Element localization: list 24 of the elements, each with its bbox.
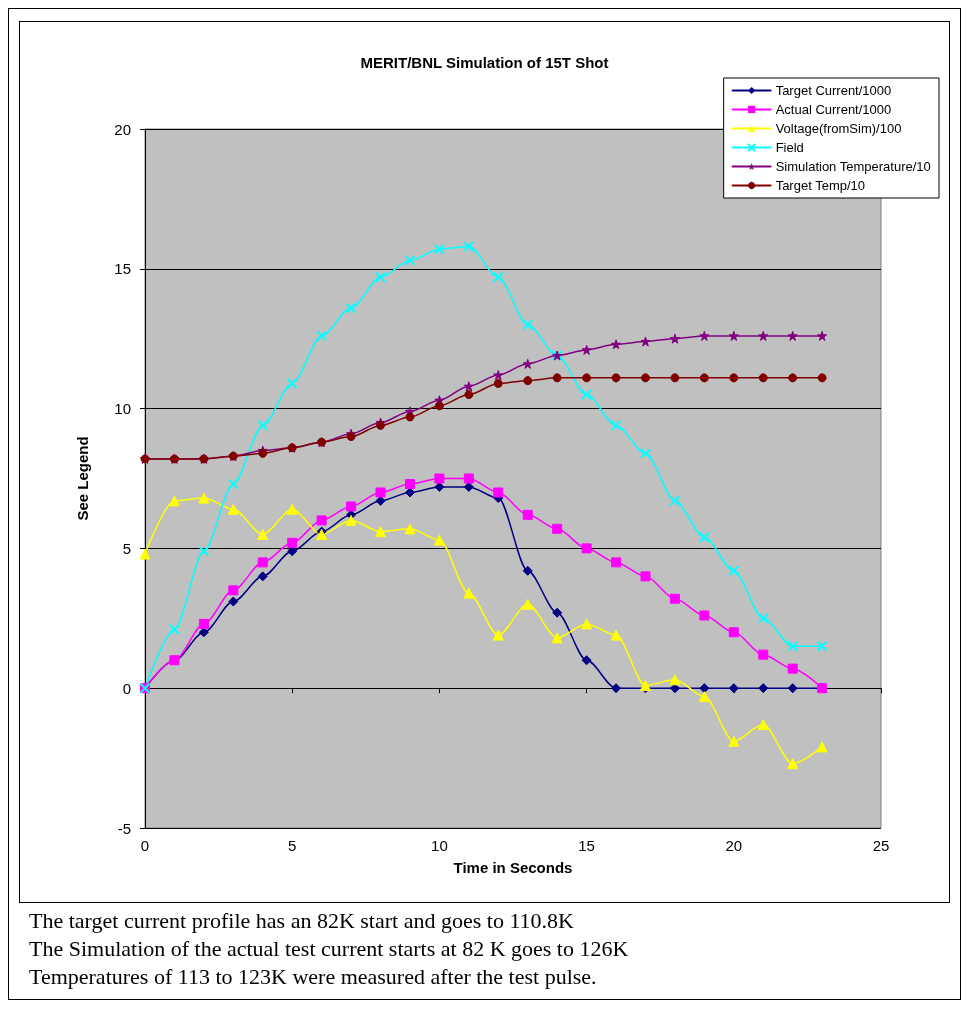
text: The Simulation of the actual test current starts at 82 K goes to 126K: [29, 935, 630, 963]
legend-label: Target Temp/10: [775, 178, 866, 193]
y-tick-label: -5: [117, 819, 131, 837]
y-tick-label: 20: [114, 120, 131, 138]
x-axis-title: Time in Seconds: [453, 859, 573, 876]
x-tick-label: 10: [431, 837, 448, 854]
x-tick-label: 15: [578, 837, 595, 854]
text: Temperatures of 113 to 123K were measured after the test pulse.: [29, 963, 598, 991]
chart-title: MERIT/BNL Simulation of 15T Shot: [360, 54, 609, 71]
x-tick-label: 0: [140, 837, 150, 854]
legend-label: Field: [775, 140, 804, 155]
legend-label: Simulation Temperature/10: [775, 159, 931, 174]
legend-label: Voltage(fromSim)/100: [775, 121, 902, 136]
y-tick-label: 10: [114, 400, 131, 418]
text: The target current profile has an 82K start and goes to 110.8K: [29, 907, 575, 935]
y-tick-label: 5: [122, 539, 131, 557]
legend-label: Actual Current/1000: [775, 102, 892, 117]
x-tick-label: 20: [725, 837, 743, 854]
x-tick-label: 5: [288, 837, 297, 854]
x-tick-label: 25: [872, 837, 890, 854]
y-tick-label: 0: [122, 679, 131, 697]
legend-label: Target Current/1000: [775, 83, 892, 98]
y-axis-title: See Legend: [74, 436, 91, 521]
y-tick-label: 15: [114, 260, 131, 278]
